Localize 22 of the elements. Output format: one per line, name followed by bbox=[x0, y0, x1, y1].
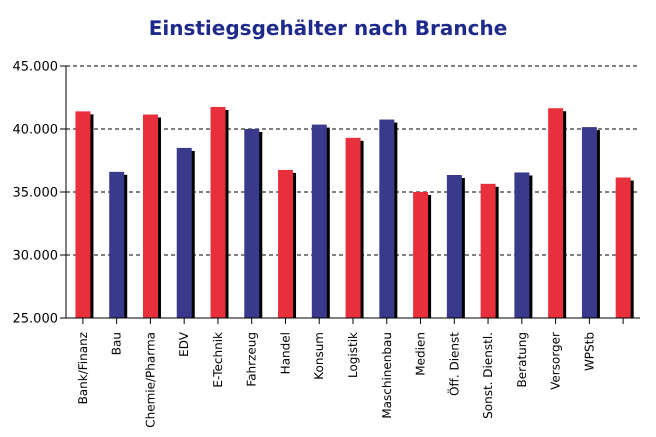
x-tick-label: Bau bbox=[110, 332, 124, 356]
x-tick-label: Handel bbox=[278, 332, 292, 374]
x-tick-label: Bank/Finanz bbox=[76, 332, 90, 404]
y-tick-label: 35.000 bbox=[12, 186, 58, 201]
y-tick-label: 30.000 bbox=[12, 248, 58, 264]
x-tick-label: E-Technik bbox=[210, 332, 225, 388]
x-tick-label: Versorger bbox=[548, 332, 563, 390]
y-tick-label: 45.000 bbox=[12, 60, 58, 75]
chart-title: Einstiegsgehälter nach Branche bbox=[148, 15, 508, 42]
x-tick-label: Logistik bbox=[346, 332, 360, 378]
x-tick-label: Konsum bbox=[312, 332, 326, 380]
x-tick-label: Fahrzeug bbox=[244, 332, 259, 387]
x-tick-label: Medien bbox=[414, 332, 428, 376]
x-tick-label: Chemie/Pharma bbox=[143, 332, 158, 428]
x-tick-label: Sonst. Dienstl. bbox=[481, 332, 496, 419]
x-tick-label: Öff. Dienst bbox=[447, 332, 462, 396]
x-tick-label: Beratung bbox=[514, 332, 529, 388]
x-tick-label: EDV bbox=[177, 331, 192, 357]
x-tick-label: Maschinenbau bbox=[380, 332, 394, 419]
y-tick-label: 25.000 bbox=[12, 312, 58, 327]
x-tick-label: WPStb bbox=[582, 332, 596, 372]
y-tick-label: 40.000 bbox=[12, 122, 58, 138]
